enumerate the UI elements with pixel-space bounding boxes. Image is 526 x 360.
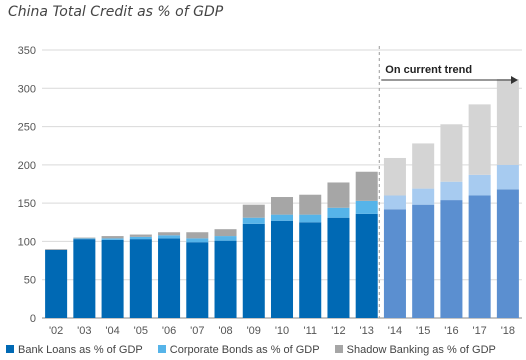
bar-segment-bank-10 [327,217,350,318]
annotation-on-current-trend: On current trend [385,64,472,76]
bar-segment-bank-3 [129,239,152,318]
x-tick-label: '18 [501,325,515,337]
bar-segment-corporate-6 [214,236,237,241]
y-tick-label: 250 [18,122,36,134]
bar-segment-corporate-8 [270,214,294,221]
bar-segment-shadow-3 [129,234,152,237]
bar-segment-bank-7 [242,223,265,318]
bar-segment-bank-2 [101,239,124,318]
bar-segment-shadow-1 [73,237,96,239]
bar-segment-bank-8 [270,220,294,318]
legend-label-bank-loans: Bank Loans as % of GDP [18,344,143,356]
bar-segment-bank-5 [186,242,209,318]
x-tick-label: '15 [416,325,430,337]
bar-segment-corporate-4 [158,235,181,239]
x-tick-label: '17 [472,325,486,337]
bar-segment-shadow-10 [327,182,350,208]
bar-segment-shadow-0 [45,249,68,250]
x-tick-label: '11 [303,325,317,337]
legend-label-corporate-bonds: Corporate Bonds as % of GDP [169,344,320,356]
bar-segment-corporate-11 [355,200,378,214]
bar-segment-corporate-5 [186,238,209,243]
bar-segment-corporate-3 [129,236,152,240]
bar-segment-corporate-2 [101,238,124,240]
bar-segment-bank-13 [412,204,435,318]
bar-segment-corporate-16 [496,164,519,190]
y-tick-label: 0 [30,313,36,325]
x-tick-label: '06 [162,325,176,337]
bar-segment-shadow-14 [440,124,463,182]
bar-segment-bank-6 [214,240,237,318]
bar-segment-bank-9 [299,222,322,318]
bar-segment-bank-0 [45,249,68,318]
legend-swatch-shadow-banking [334,345,343,353]
x-tick-label: '04 [105,325,119,337]
bar-segment-shadow-4 [158,232,181,236]
bar-segment-corporate-13 [412,188,435,205]
y-tick-label: 300 [18,83,36,95]
y-tick-label: 150 [18,198,36,210]
stacked-bar-chart: 0 50 100 150 200 250 300 350 '02 '03 '04 '05 '06 '07… [18,45,522,337]
bar-segment-corporate-10 [327,207,350,218]
bars [45,79,519,318]
y-tick-label: 100 [18,236,36,248]
bar-segment-shadow-2 [101,236,124,239]
x-tick-label: '08 [218,325,232,337]
legend-swatch-bank-loans [6,345,14,353]
y-tick-label: 50 [24,275,36,287]
y-axis: 0 50 100 150 200 250 300 350 [18,45,36,325]
projection-annotation: On current trend [378,46,518,318]
bar-segment-shadow-8 [270,197,294,215]
bar-segment-corporate-15 [468,174,491,196]
x-tick-label: '12 [331,325,345,337]
bar-segment-corporate-12 [383,195,406,210]
legend-swatch-corporate-bonds [157,345,166,353]
bar-segment-bank-12 [383,209,406,318]
bar-segment-shadow-15 [468,104,491,175]
x-tick-label: '05 [134,325,148,337]
x-tick-label: '10 [275,325,289,337]
bar-segment-corporate-14 [440,181,463,201]
chart-title: China Total Credit as % of GDP [8,4,224,20]
bar-segment-shadow-11 [355,171,378,201]
x-tick-label: '07 [190,325,204,337]
x-tick-label: '09 [247,325,261,337]
legend-label-shadow-banking: Shadow Banking as % of GDP [346,344,496,356]
x-axis: '02 '03 '04 '05 '06 '07 '08 '09 '10 '11 '12 '13 '14 '… [49,325,515,337]
bar-segment-bank-11 [355,213,378,318]
bar-segment-bank-16 [496,189,519,318]
y-tick-label: 200 [18,160,36,172]
bar-segment-bank-15 [468,195,491,318]
x-tick-label: '16 [444,325,458,337]
bar-segment-shadow-16 [496,79,519,165]
x-tick-label: '13 [360,325,374,337]
bar-segment-bank-1 [73,239,96,318]
legend-item-bank-loans: Bank Loans as % of GDP [6,344,143,356]
bar-segment-shadow-13 [412,143,435,189]
legend-item-corporate-bonds: Corporate Bonds as % of GDP [157,344,320,356]
y-tick-label: 350 [18,45,36,57]
legend: Bank Loans as % of GDP Corporate Bonds a… [6,344,508,356]
bar-segment-shadow-5 [186,232,209,239]
bar-segment-shadow-9 [299,194,322,215]
bar-segment-corporate-9 [299,214,322,223]
legend-item-shadow-banking: Shadow Banking as % of GDP [334,344,496,356]
bar-segment-bank-4 [158,238,181,318]
bar-segment-corporate-7 [242,217,265,224]
trend-arrow-head [511,76,518,84]
x-tick-label: '03 [77,325,91,337]
x-tick-label: '02 [49,325,63,337]
bar-segment-shadow-6 [214,229,237,237]
bar-segment-shadow-7 [242,204,265,218]
bar-segment-shadow-12 [383,157,406,196]
bar-segment-corporate-1 [73,238,96,240]
x-tick-label: '14 [388,325,402,337]
bar-segment-bank-14 [440,200,463,318]
